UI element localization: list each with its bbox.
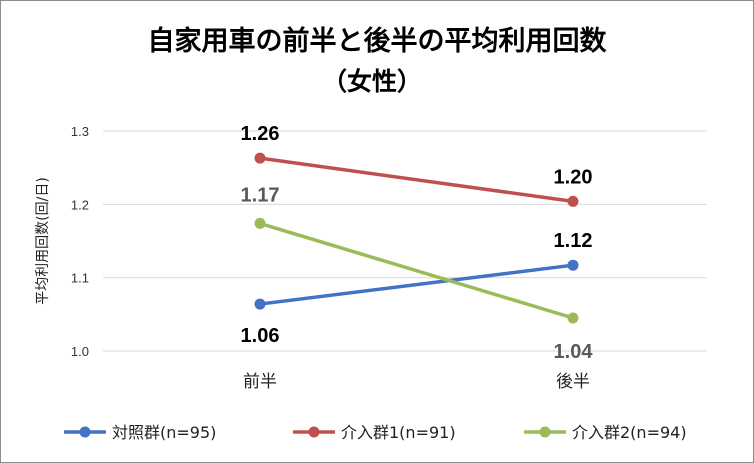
legend-marker bbox=[539, 426, 551, 438]
x-tick-label: 後半 bbox=[556, 372, 590, 392]
data-point bbox=[567, 312, 579, 324]
data-point bbox=[567, 195, 579, 207]
series-lines bbox=[259, 156, 574, 320]
series-line bbox=[259, 156, 574, 204]
data-labels: 1.06 1.12 1.26 1.20 1.17 1.04 bbox=[241, 123, 594, 363]
data-label: 1.04 bbox=[554, 341, 594, 363]
legend-label: 介入群2(n=94) bbox=[572, 423, 687, 442]
data-point bbox=[254, 217, 266, 229]
y-tick-labels: 1.0 1.1 1.2 1.3 bbox=[71, 124, 89, 359]
series-line bbox=[259, 221, 574, 320]
data-label: 1.26 bbox=[241, 123, 280, 145]
data-point bbox=[254, 152, 266, 164]
data-point bbox=[254, 298, 266, 310]
y-tick-label: 1.0 bbox=[71, 344, 89, 359]
x-tick-labels: 前半 後半 bbox=[243, 372, 590, 392]
x-tick-label: 前半 bbox=[243, 372, 277, 392]
legend-marker bbox=[79, 426, 91, 438]
legend-label: 介入群1(n=91) bbox=[341, 423, 456, 442]
series-line bbox=[259, 263, 574, 306]
gridlines bbox=[103, 130, 707, 352]
chart-title: 自家用車の前半と後半の平均利用回数 bbox=[148, 25, 608, 57]
y-axis-label: 平均利用回数(回/日) bbox=[35, 177, 51, 305]
data-label: 1.17 bbox=[241, 184, 280, 206]
y-tick-label: 1.2 bbox=[71, 197, 89, 212]
y-tick-label: 1.1 bbox=[71, 271, 89, 286]
y-tick-label: 1.3 bbox=[71, 124, 89, 139]
legend-label: 対照群(n=95) bbox=[112, 423, 216, 442]
data-point bbox=[567, 259, 579, 271]
data-label: 1.12 bbox=[554, 230, 593, 252]
data-label: 1.20 bbox=[554, 166, 593, 188]
data-points bbox=[254, 152, 579, 324]
legend: 対照群(n=95) 介入群1(n=91) 介入群2(n=94) bbox=[64, 423, 687, 442]
data-label: 1.06 bbox=[241, 325, 280, 347]
chart-subtitle: （女性） bbox=[322, 67, 422, 96]
legend-marker bbox=[308, 426, 320, 438]
